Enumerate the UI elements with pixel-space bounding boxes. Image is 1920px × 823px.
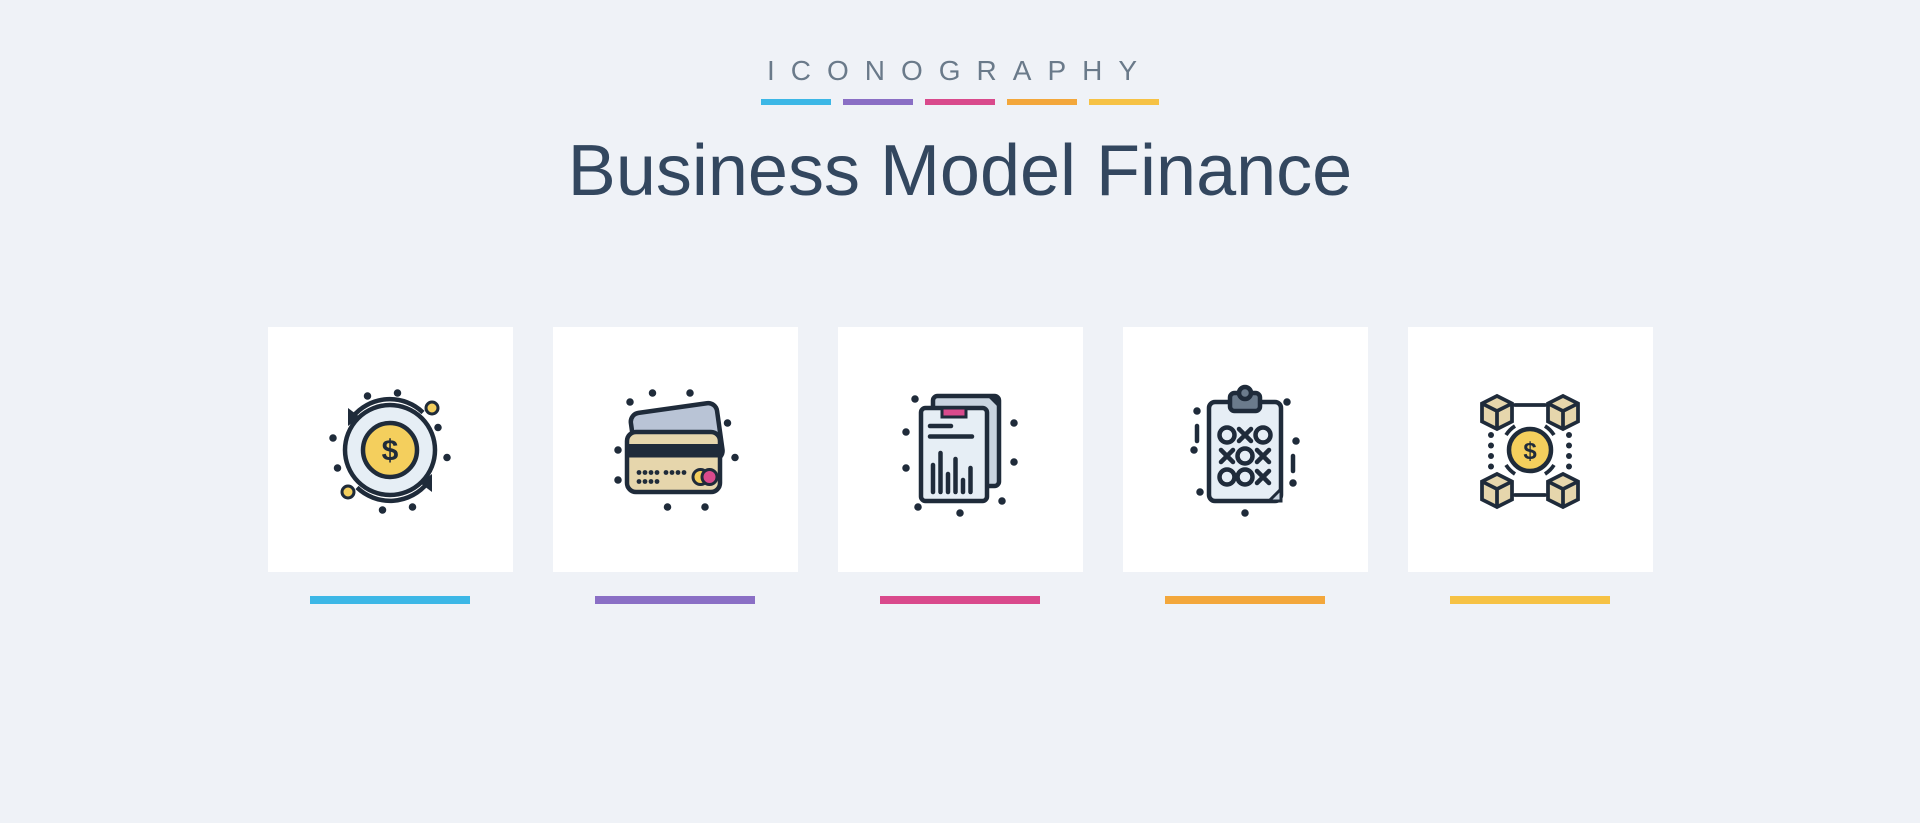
money-cycle-icon: $: [315, 375, 465, 525]
svg-text:$: $: [382, 434, 399, 467]
stripe-2: [843, 99, 913, 105]
icon-card-blockchain: $: [1408, 327, 1653, 604]
card-underline: [1450, 596, 1610, 604]
credit-cards-icon: [600, 375, 750, 525]
stripe-3: [925, 99, 995, 105]
blockchain-icon: $: [1455, 375, 1605, 525]
icon-card-plan: [1123, 327, 1368, 604]
icon-tile: $: [268, 327, 513, 572]
svg-text:$: $: [1523, 438, 1537, 465]
icon-card-money-cycle: $: [268, 327, 513, 604]
page-title: Business Model Finance: [568, 130, 1352, 212]
stripe-1: [761, 99, 831, 105]
icon-tile: [553, 327, 798, 572]
card-underline: [595, 596, 755, 604]
card-underline: [880, 596, 1040, 604]
report-doc-icon: [885, 375, 1035, 525]
card-underline: [1165, 596, 1325, 604]
icon-tile: $: [1408, 327, 1653, 572]
header-stripes: [568, 99, 1352, 105]
card-underline: [310, 596, 470, 604]
stripe-4: [1007, 99, 1077, 105]
plan-clipboard-icon: [1170, 375, 1320, 525]
icon-tile: [1123, 327, 1368, 572]
stripe-5: [1089, 99, 1159, 105]
icon-card-credit-cards: [553, 327, 798, 604]
icon-row: $: [268, 327, 1653, 604]
icon-tile: [838, 327, 1083, 572]
brand-label: ICONOGRAPHY: [568, 55, 1352, 87]
icon-card-report: [838, 327, 1083, 604]
